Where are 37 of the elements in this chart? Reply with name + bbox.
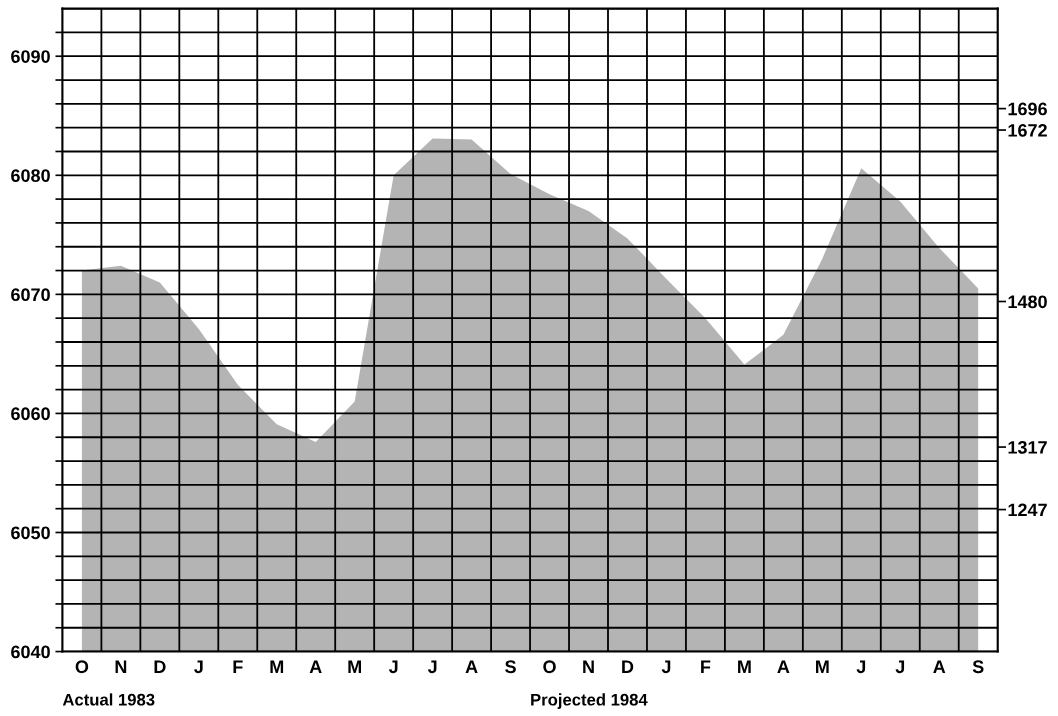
x-tick-label: N: [583, 660, 594, 673]
x-tick-label: S: [505, 660, 516, 674]
x-tick-label: S: [972, 660, 984, 674]
x-tick-label: D: [154, 660, 166, 673]
x-tick-label: O: [75, 660, 89, 674]
y2-tick-label: 1672: [1008, 123, 1047, 137]
x-tick-label: O: [543, 660, 556, 674]
y2-tick-label: 1247: [1008, 503, 1047, 517]
x-tick-label: J: [895, 660, 905, 674]
y-tick-label: 6070: [11, 288, 50, 302]
x-tick-label: M: [816, 660, 829, 673]
y-tick-label: 6060: [11, 407, 50, 421]
x-tick-label: M: [348, 660, 362, 673]
x-tick-label: J: [194, 660, 203, 674]
x-tick-label: N: [115, 660, 127, 673]
x-tick-label: J: [427, 660, 437, 674]
y-tick-label: 6090: [11, 50, 50, 63]
x-tick-label: F: [233, 660, 243, 673]
y2-tick-label: 1480: [1008, 295, 1047, 309]
x-tick-label: M: [738, 660, 751, 673]
y2-tick-label: 1317: [1008, 440, 1047, 454]
x-tick-label: A: [465, 660, 478, 673]
x-tick-label: A: [777, 660, 790, 673]
x-tick-label: D: [622, 660, 634, 673]
y-tick-label: 6040: [11, 645, 50, 659]
x-tick-label: A: [933, 660, 946, 673]
x-tick-label: A: [309, 660, 322, 673]
x-tick-label: J: [661, 660, 671, 674]
text: Projected 1984: [531, 693, 648, 709]
x-tick-label: J: [388, 660, 398, 674]
y-tick-label: 6050: [11, 526, 50, 540]
x-tick-label: F: [701, 660, 711, 673]
y2-tick-label: 1696: [1008, 102, 1047, 116]
text: Actual 1983: [62, 693, 155, 706]
x-tick-label: M: [270, 660, 284, 673]
x-tick-label: J: [856, 660, 866, 674]
y-tick-label: 6080: [11, 169, 50, 183]
